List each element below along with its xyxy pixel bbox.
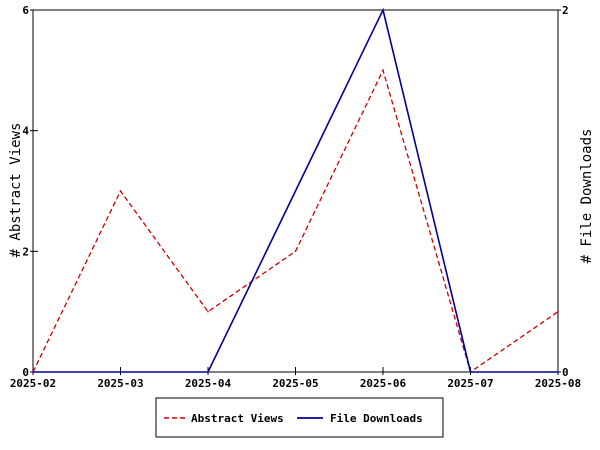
y-left-tick-label: 6 [22,4,29,17]
x-tick-label: 2025-05 [272,377,318,390]
y-left-tick-label: 0 [22,366,29,379]
y-axis-left-title: # Abstract Views [8,123,24,258]
series-point-file-downloads [207,371,209,373]
series-point-abstract-views [207,310,209,313]
legend-label-file-downloads: File Downloads [330,412,423,425]
series-line-abstract-views [32,68,559,374]
series-point-file-downloads [294,190,297,192]
y-left-tick-label: 4 [22,125,29,138]
series-point-file-downloads [557,371,559,373]
series-point-abstract-views [382,69,384,72]
y-left-tick-label: 2 [22,245,29,258]
x-tick-label: 2025-04 [185,377,232,390]
legend: Abstract Views File Downloads [155,397,444,438]
series-point-file-downloads [119,371,122,373]
series-point-abstract-views [119,190,122,192]
series-point-file-downloads [32,371,34,373]
series-point-file-downloads [469,371,472,373]
series-point-abstract-views [294,250,297,253]
y-right-tick-label: 0 [562,366,569,379]
y-right-tick-label: 2 [562,4,569,17]
x-tick-label: 2025-06 [360,377,407,390]
series-point-abstract-views [557,310,559,313]
x-tick-label: 2025-08 [535,377,581,390]
x-tick-label: 2025-07 [447,377,493,390]
legend-label-abstract-views: Abstract Views [191,412,284,425]
x-tick-label: 2025-03 [97,377,143,390]
x-tick-label: 2025-02 [10,377,56,390]
y-axis-right-title: # File Downloads [579,129,595,264]
series-point-file-downloads [382,9,384,11]
